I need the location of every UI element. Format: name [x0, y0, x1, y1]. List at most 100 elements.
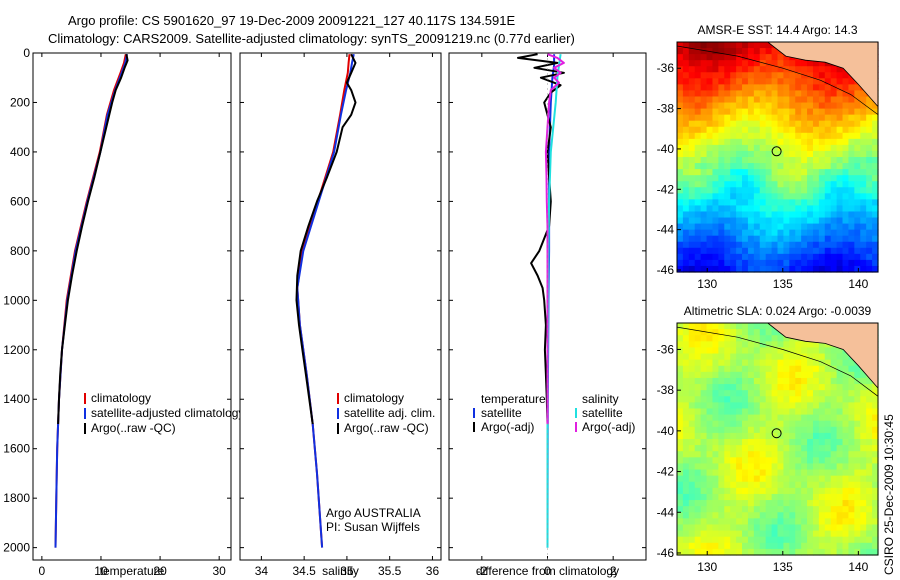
sst_map-cell [854, 157, 861, 164]
sst_map-cell [795, 181, 802, 188]
sst_map-cell [860, 102, 867, 110]
sla_map-cell [700, 457, 708, 465]
sst_map-cell [747, 217, 755, 225]
sst_map-cell [771, 265, 779, 273]
sla_map-cell [836, 512, 844, 519]
sla_map-cell [836, 420, 844, 428]
sst_map-cell [682, 235, 690, 243]
sst_map-cell [830, 90, 838, 98]
sla_map-cell [824, 463, 832, 471]
sla_map-cell [866, 475, 873, 483]
sst_map-cell [789, 90, 796, 98]
sla_map-cell [677, 420, 684, 428]
sst_map-cell [866, 163, 873, 170]
sla_map-cell [860, 377, 867, 385]
sla_map-cell [866, 463, 873, 471]
sst_map-cell [795, 114, 802, 122]
sst_map-cell [812, 205, 820, 213]
sst_map-cell [812, 235, 820, 243]
sla_map-cell [812, 390, 820, 397]
sla_map-cell [688, 445, 696, 452]
sla_map-cell [706, 493, 714, 501]
sla_map-cell [854, 475, 861, 483]
sla_map-cell [747, 365, 755, 373]
sla_map-cell [777, 420, 785, 428]
sla_map-cell [677, 353, 684, 361]
sst_map-cell [712, 235, 719, 243]
sla_map-cell [783, 548, 790, 556]
sla_map-cell [742, 408, 749, 416]
sla_map-cell [801, 414, 808, 422]
sst_map-cell [677, 253, 684, 261]
sst_map-cell [718, 175, 725, 182]
sla_map-cell [753, 536, 761, 544]
sla_map-cell [742, 475, 749, 483]
sla_map-cell [677, 500, 684, 507]
sst_map-cell [818, 235, 826, 243]
sla_map-cell [682, 359, 690, 367]
sst_map-cell [730, 241, 737, 249]
sst_map-cell [742, 150, 749, 158]
sst_map-cell [824, 211, 832, 219]
sla_map-cell [694, 353, 702, 361]
figure-title-line1: Argo profile: CS 5901620_97 19-Dec-2009 … [68, 13, 515, 28]
sst_map-cell [801, 265, 808, 273]
sla_map-cell [682, 475, 690, 483]
sla_map-cell [712, 371, 719, 379]
sla_map-cell [730, 365, 737, 373]
sst_map-cell [807, 181, 814, 188]
sla_map-cell [854, 518, 861, 526]
sst_map-cell [777, 108, 785, 116]
sst_map-cell [801, 199, 808, 207]
sla_map-cell [777, 402, 785, 410]
sla_map-cell [706, 323, 714, 330]
sla_map-cell [848, 469, 855, 477]
sla_map-cell [736, 542, 743, 550]
sst_map-cell [694, 78, 702, 85]
sla_map-cell [872, 500, 879, 507]
sla_map-cell [759, 512, 767, 519]
sla_map-cell [759, 341, 767, 349]
sla_map-cell [842, 353, 850, 361]
sla_map-cell [789, 414, 796, 422]
sst_map-cell [872, 205, 879, 213]
sst_map-cell [694, 229, 702, 237]
sla_map-cell [736, 384, 743, 391]
sst_map-cell [753, 42, 761, 49]
sst_map-cell [682, 241, 690, 249]
sla_map-cell [866, 512, 873, 519]
sst_map-cell [842, 247, 850, 255]
sla_map-cell [712, 365, 719, 373]
sla_map-cell [818, 341, 826, 349]
sst_map-cell [801, 90, 808, 98]
sla_map-cell [848, 384, 855, 391]
sst_map-cell [712, 169, 719, 176]
sla_map-cell [795, 536, 802, 544]
sst_map-cell [812, 169, 820, 176]
sst_map-ytick-label: -42 [657, 182, 675, 196]
sst_map-cell [872, 265, 879, 273]
sla_map-cell [688, 341, 696, 349]
sst_map-cell [765, 48, 773, 55]
sst_map-cell [777, 114, 785, 122]
sst_map-cell [848, 235, 855, 243]
sla_map-cell [807, 518, 814, 526]
sst_map-cell [801, 259, 808, 267]
sla_map-cell [677, 439, 684, 446]
sst_map-cell [812, 157, 820, 164]
sst_map-cell [688, 223, 696, 231]
sst_map-cell [700, 84, 708, 92]
sla_map-cell [730, 390, 737, 397]
sla_map-cell [860, 518, 867, 526]
sst_map-cell [771, 235, 779, 243]
sst_map-cell [830, 126, 838, 134]
sla_map-cell [854, 506, 861, 513]
sst_map-cell [771, 259, 779, 267]
sst_map-cell [872, 114, 879, 122]
sst_map-cell [795, 144, 802, 152]
sst_map-cell [783, 108, 790, 116]
sla_map-cell [718, 457, 725, 465]
sla_map-cell [777, 445, 785, 452]
sst_map-cell [771, 253, 779, 261]
sst_map-cell [836, 169, 844, 176]
